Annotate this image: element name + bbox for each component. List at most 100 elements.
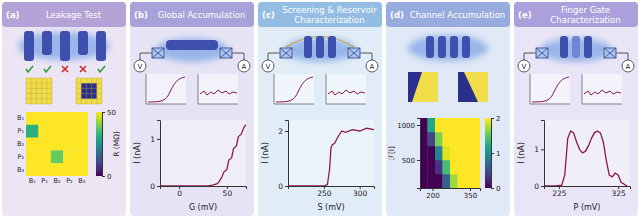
grid-line (76, 78, 102, 104)
ohmic-cross (536, 48, 548, 58)
grid-line (76, 78, 102, 104)
tick: 300 (353, 186, 368, 198)
sweep-thumbnails (146, 74, 238, 104)
heatmap: B₁P₁B₂P₂B₃B₁P₁B₂P₂B₃050R (MΩ) (17, 109, 121, 185)
heatmap-cell (443, 132, 451, 146)
heatmap-cell (51, 125, 64, 138)
meter-label: A (370, 63, 375, 71)
check-mark (98, 66, 105, 72)
thumbnail-bg (274, 74, 314, 104)
ohmic-cross (280, 48, 292, 58)
colorbar (96, 112, 102, 176)
heatmap-cell (51, 150, 64, 163)
ohmic-cross (152, 48, 164, 58)
ohmic (152, 48, 164, 58)
panel: (a)Leakage Test (2, 2, 126, 216)
tick-label: B₁ (17, 114, 24, 122)
tick-label: B₁ (29, 177, 36, 185)
panel: (d)Channel Accumulation (386, 2, 510, 216)
tick: 225 (552, 186, 567, 198)
axis-line (417, 119, 421, 189)
line-chart: 22532501P (mV)I (nA) (517, 120, 631, 212)
heatmap-cell (38, 150, 51, 163)
tick: 1 (150, 135, 160, 144)
figure-svg: (a)Leakage Test(b)Global Accumulation(c)… (0, 0, 640, 218)
heatmap-cell (458, 118, 466, 132)
tick: 0 (150, 182, 160, 191)
heatmap-cell (26, 112, 39, 125)
tick-label: 0 (496, 185, 500, 193)
heatmap-cell (465, 146, 473, 160)
gate-glow (408, 35, 488, 61)
heatmap-cell (420, 146, 428, 160)
colorbar-axis: 012 (491, 115, 500, 193)
heatmap-cell (443, 146, 451, 160)
panel-background (258, 2, 382, 216)
heatmap-cell (450, 132, 458, 146)
x-axis-title: G (mV) (189, 203, 217, 212)
finger-gate (426, 36, 434, 58)
tick: 200 (426, 188, 439, 200)
tick-label: 350 (464, 192, 477, 200)
gate-finger (78, 31, 88, 55)
plot-area (160, 120, 246, 186)
tick-label: 1 (534, 145, 539, 154)
grid-line (76, 78, 102, 104)
axis-line (103, 113, 106, 177)
data-line (288, 128, 374, 186)
heatmap-cell (420, 118, 428, 132)
x-axis: B₁P₁B₂P₂B₃ (29, 177, 86, 185)
thumbnail-bg (198, 74, 238, 104)
tick: B₁ (29, 177, 36, 185)
axis-line (541, 121, 545, 187)
grid-line (26, 78, 52, 104)
x-axis-title: S (mV) (317, 203, 344, 212)
tick: B₂ (53, 177, 60, 185)
thumbnail-axes (530, 74, 570, 104)
gate-finger (60, 31, 70, 61)
panel-title: Global Accumulation (158, 10, 246, 20)
tick-label: B₂ (17, 140, 24, 148)
tick: 1000 (397, 122, 420, 130)
heatmap-cell (420, 160, 428, 174)
heatmap-cell (473, 174, 481, 188)
panel-label: (c) (262, 10, 275, 20)
panel-header (514, 2, 638, 27)
tick: 0 (177, 186, 182, 198)
title-line: Screening & Reservoir (282, 5, 377, 15)
heatmap-cell (420, 132, 428, 146)
tick-mark (285, 186, 288, 187)
charge-map-region (458, 72, 478, 102)
tick-label: 50 (107, 109, 116, 117)
sweep-thumbnails (530, 74, 622, 104)
tick-mark (157, 139, 160, 140)
tick: 500 (402, 157, 420, 165)
tick: B₂ (17, 140, 24, 148)
tick: 2 (491, 115, 500, 123)
gate-finger (42, 31, 52, 55)
title-line: Characterization (294, 15, 364, 25)
tick-label: 0 (107, 173, 111, 181)
tick: 0 (278, 182, 288, 191)
heatmap-cell (63, 138, 76, 151)
heatmap-cell (26, 163, 39, 176)
grid-line (26, 78, 52, 104)
thumbnail-curve (200, 90, 237, 95)
thumbnail-bg (146, 74, 186, 104)
plot-area (288, 120, 374, 186)
thumbnail-axes (582, 74, 622, 104)
gate-glow (18, 32, 110, 60)
y-axis-title: I (nA) (133, 142, 142, 164)
tick-label: 0 (534, 182, 539, 191)
charge-map-bg (408, 72, 438, 102)
heatmap-cell (450, 160, 458, 174)
x-axis: 250300 (289, 186, 375, 198)
meter (366, 60, 378, 72)
heatmap-cell (435, 160, 443, 174)
grid-line (26, 78, 52, 104)
y-axis-title: I (nA) (517, 142, 526, 164)
thumbnail (326, 74, 366, 104)
heatmap-cell (63, 163, 76, 176)
meter-label: V (522, 63, 527, 71)
heatmap: 2003505001000012ℱ[I] (387, 115, 500, 200)
